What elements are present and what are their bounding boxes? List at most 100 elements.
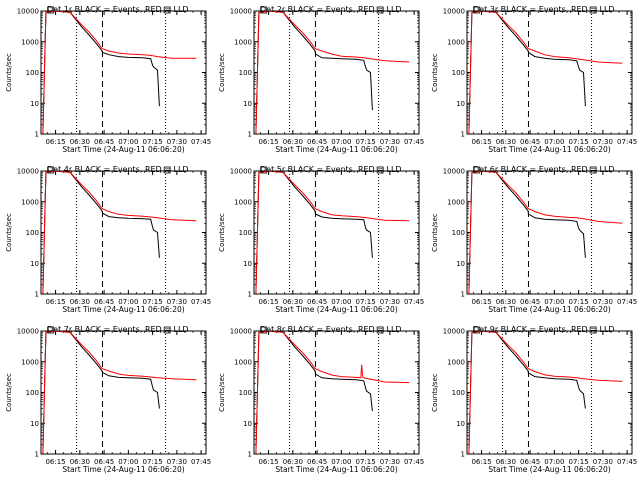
y-tick-label: 10000 (230, 328, 252, 336)
y-tick-label: 10000 (443, 168, 465, 176)
series-group (42, 331, 197, 454)
x-tick-label: 06:45 (520, 458, 540, 466)
x-tick-label: 06:30 (496, 138, 516, 146)
series-line-events (468, 331, 586, 454)
series-line-lld (468, 171, 623, 294)
y-tick-label: 1 (35, 451, 39, 459)
x-axis-label: Start Time (24-Aug-11 06:06:20) (62, 145, 184, 154)
series-line-lld (255, 11, 410, 134)
x-tick-label: 07:45 (617, 138, 637, 146)
attenuator-marker (260, 6, 268, 14)
x-axis-label: Start Time (24-Aug-11 06:06:20) (62, 465, 184, 474)
attenuator-marker (473, 6, 481, 14)
chart-panel-1: 1 10 100 1000 10000 06:15 06:30 06:45 07:00 07:15… (5, 5, 211, 154)
series-group (468, 171, 623, 294)
x-tick-label: 07:15 (356, 138, 376, 146)
x-tick-label: 07:15 (143, 298, 163, 306)
x-tick-label: 06:15 (45, 298, 65, 306)
y-tick-label: 1000 (447, 198, 465, 206)
x-tick-label: 06:45 (307, 458, 327, 466)
chart-panel-8: 1 10 100 1000 10000 06:15 06:30 06:45 07:00 07:15… (218, 325, 424, 474)
x-tick-label: 07:00 (118, 138, 138, 146)
x-tick-label: 07:30 (380, 458, 400, 466)
x-tick-label: 07:00 (544, 298, 564, 306)
series-group (468, 331, 623, 454)
x-tick-label: 06:30 (283, 458, 303, 466)
y-axis-label: Counts/sec (431, 213, 439, 252)
x-tick-label: 06:30 (70, 298, 90, 306)
y-tick-label: 1000 (234, 38, 252, 46)
x-tick-label: 06:30 (283, 298, 303, 306)
y-axis-label: Counts/sec (431, 373, 439, 412)
attenuator-marker (163, 166, 171, 174)
x-tick-label: 06:30 (70, 458, 90, 466)
chart-title: Det 8r BLACK = Events, RED = LLD (260, 325, 402, 334)
attenuator-marker (473, 166, 481, 174)
x-tick-label: 06:45 (94, 458, 114, 466)
attenuator-marker (260, 326, 268, 334)
x-tick-label: 07:45 (404, 458, 424, 466)
plot-frame (466, 170, 633, 295)
y-axis-label: Counts/sec (5, 373, 13, 412)
y-tick-label: 100 (26, 229, 39, 237)
series-group (255, 171, 410, 294)
attenuator-marker (589, 6, 597, 14)
x-tick-label: 07:45 (191, 138, 211, 146)
x-axis-label: Start Time (24-Aug-11 06:06:20) (488, 465, 610, 474)
x-tick-label: 06:15 (258, 298, 278, 306)
x-tick-label: 07:45 (617, 458, 637, 466)
attenuator-marker (589, 166, 597, 174)
attenuator-marker (163, 326, 171, 334)
y-tick-label: 10000 (230, 8, 252, 16)
x-axis-label: Start Time (24-Aug-11 06:06:20) (62, 305, 184, 314)
attenuator-marker (376, 166, 384, 174)
x-tick-label: 07:00 (331, 298, 351, 306)
series-line-events (255, 11, 373, 134)
series-line-lld (42, 11, 197, 134)
series-group (255, 331, 410, 454)
y-tick-label: 100 (239, 389, 252, 397)
y-tick-label: 10 (243, 260, 252, 268)
x-axis-label: Start Time (24-Aug-11 06:06:20) (275, 305, 397, 314)
x-tick-label: 06:30 (496, 458, 516, 466)
chart-panel-4: 1 10 100 1000 10000 06:15 06:30 06:45 07:00 07:15… (5, 165, 211, 314)
x-tick-label: 07:15 (569, 458, 589, 466)
x-tick-label: 07:30 (593, 458, 613, 466)
x-axis-label: Start Time (24-Aug-11 06:06:20) (275, 465, 397, 474)
x-tick-label: 07:00 (544, 458, 564, 466)
x-tick-label: 07:15 (569, 298, 589, 306)
y-tick-label: 100 (26, 69, 39, 77)
x-tick-label: 07:45 (404, 298, 424, 306)
x-tick-label: 07:00 (118, 298, 138, 306)
series-line-events (42, 331, 160, 454)
attenuator-marker (47, 166, 55, 174)
y-tick-label: 10000 (17, 328, 39, 336)
x-tick-label: 07:30 (593, 138, 613, 146)
series-line-events (255, 331, 373, 454)
series-line-lld (255, 331, 410, 454)
x-axis-label: Start Time (24-Aug-11 06:06:20) (275, 145, 397, 154)
y-tick-label: 1 (248, 451, 252, 459)
series-line-lld (42, 171, 197, 294)
x-tick-label: 06:45 (94, 138, 114, 146)
attenuator-marker (473, 326, 481, 334)
y-tick-label: 100 (239, 69, 252, 77)
y-axis-label: Counts/sec (5, 213, 13, 252)
x-tick-label: 06:45 (520, 298, 540, 306)
attenuator-marker (260, 166, 268, 174)
y-tick-label: 100 (452, 389, 465, 397)
x-tick-label: 07:45 (191, 298, 211, 306)
attenuator-marker (47, 326, 55, 334)
chart-panel-2: 1 10 100 1000 10000 06:15 06:30 06:45 07:00 07:15… (218, 5, 424, 154)
series-line-lld (42, 331, 197, 454)
x-tick-label: 07:15 (356, 298, 376, 306)
y-tick-label: 10000 (17, 168, 39, 176)
series-group (42, 11, 197, 134)
attenuator-marker (47, 6, 55, 14)
attenuator-marker (376, 326, 384, 334)
x-tick-label: 06:45 (307, 138, 327, 146)
y-axis-label: Counts/sec (5, 53, 13, 92)
x-tick-label: 07:00 (331, 138, 351, 146)
y-tick-label: 100 (239, 229, 252, 237)
